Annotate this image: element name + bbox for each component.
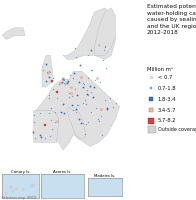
Polygon shape [63,8,115,59]
Text: 5.7-8.2: 5.7-8.2 [158,118,176,123]
Polygon shape [67,107,86,138]
Text: 0.7-1.8: 0.7-1.8 [158,86,176,91]
Text: < 0.7: < 0.7 [158,75,172,80]
Text: Outside coverage: Outside coverage [158,127,196,132]
Polygon shape [42,55,53,87]
Bar [148,126,156,133]
Polygon shape [94,8,115,55]
Polygon shape [2,28,25,40]
Text: 3.4-5.7: 3.4-5.7 [158,108,176,113]
Text: Estimated potential loss of
water-holding capacity in FUAs
caused by sealing in : Estimated potential loss of water-holdin… [147,4,196,35]
Polygon shape [34,71,120,150]
Title: Madeira Is.: Madeira Is. [94,174,116,178]
Text: 1.8-3.4: 1.8-3.4 [158,97,176,102]
Polygon shape [34,111,59,142]
Text: Million m³: Million m³ [147,67,173,72]
Title: Azores Is.: Azores Is. [53,170,72,174]
Title: Canary Is.: Canary Is. [11,170,30,174]
Text: Reference map: GISCO: Reference map: GISCO [2,196,36,200]
